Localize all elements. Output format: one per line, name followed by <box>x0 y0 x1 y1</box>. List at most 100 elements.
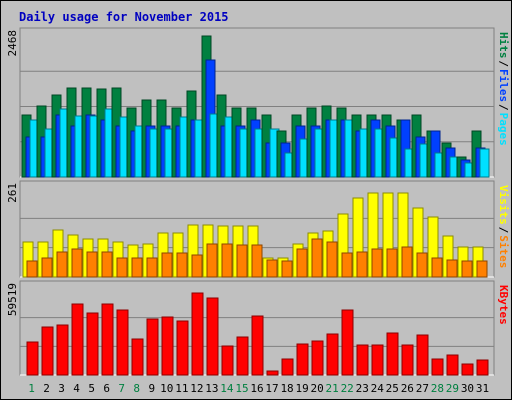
bar-sites-day-28 <box>431 257 443 278</box>
x-tick-label: 11 <box>175 382 188 395</box>
bar-kbytes-day-22 <box>341 309 354 376</box>
bar-sites-day-5 <box>86 251 98 278</box>
bar-sites-day-18 <box>281 260 293 278</box>
bar-sites-day-29 <box>446 259 458 278</box>
bar-sites-day-22 <box>341 252 353 278</box>
bar-sites-day-30 <box>461 260 473 278</box>
panel-kbytes-max-label: 59519 <box>6 283 19 316</box>
bar-kbytes-day-7 <box>116 309 129 376</box>
bar-kbytes-day-9 <box>146 318 159 376</box>
x-tick-label: 30 <box>461 382 474 395</box>
bar-sites-day-6 <box>101 251 113 278</box>
x-tick-label: 6 <box>103 382 110 395</box>
bar-kbytes-day-23 <box>356 344 369 376</box>
bar-sites-day-2 <box>41 257 53 278</box>
x-tick-label: 10 <box>160 382 173 395</box>
legend-pages: Pages <box>497 113 510 146</box>
bar-kbytes-day-21 <box>326 333 339 376</box>
bar-kbytes-day-8 <box>131 338 144 376</box>
legend-separator: / <box>497 60 510 67</box>
x-tick-label: 19 <box>295 382 308 395</box>
bar-sites-day-19 <box>296 248 308 278</box>
bar-sites-day-20 <box>311 238 323 278</box>
bar-kbytes-day-17 <box>266 370 279 376</box>
bar-sites-day-14 <box>221 243 233 278</box>
bar-kbytes-day-20 <box>311 340 324 376</box>
bar-sites-day-24 <box>371 248 383 278</box>
bar-sites-day-1 <box>26 260 38 278</box>
x-tick-label: 21 <box>326 382 339 395</box>
x-tick-label: 24 <box>371 382 385 395</box>
bar-kbytes-day-12 <box>191 292 204 376</box>
x-tick-label: 29 <box>446 382 459 395</box>
bar-kbytes-day-14 <box>221 345 234 376</box>
legend-kbytes: KBytes <box>497 285 510 325</box>
x-tick-label: 15 <box>235 382 248 395</box>
x-tick-label: 18 <box>280 382 293 395</box>
bar-sites-day-10 <box>161 252 173 278</box>
x-tick-label: 9 <box>148 382 155 395</box>
x-tick-label: 22 <box>341 382 354 395</box>
x-tick-label: 5 <box>88 382 95 395</box>
bar-kbytes-day-5 <box>86 312 99 376</box>
bar-sites-day-12 <box>191 254 203 278</box>
bar-kbytes-day-25 <box>386 332 399 376</box>
x-tick-label: 26 <box>401 382 414 395</box>
bar-kbytes-day-16 <box>251 315 264 376</box>
chart-title: Daily usage for November 2015 <box>19 10 229 24</box>
x-tick-label: 20 <box>311 382 324 395</box>
bar-kbytes-day-11 <box>176 320 189 376</box>
x-tick-label: 4 <box>73 382 80 395</box>
x-tick-label: 16 <box>250 382 263 395</box>
bar-sites-day-31 <box>476 260 488 278</box>
bar-kbytes-day-15 <box>236 336 249 376</box>
bar-sites-day-15 <box>236 244 248 278</box>
bar-sites-day-26 <box>401 246 413 278</box>
x-tick-label: 31 <box>476 382 489 395</box>
x-tick-label: 2 <box>43 382 50 395</box>
bar-kbytes-day-31 <box>476 359 489 376</box>
bar-sites-day-25 <box>386 248 398 278</box>
x-tick-label: 8 <box>133 382 140 395</box>
panel-visits-max-label: 261 <box>6 183 19 203</box>
legend-separator: / <box>497 104 510 111</box>
bar-sites-day-9 <box>146 257 158 278</box>
panel-hits-max-label: 2468 <box>6 30 19 57</box>
x-tick-label: 28 <box>431 382 444 395</box>
bar-kbytes-day-3 <box>56 324 69 376</box>
bar-pages-day-31 <box>479 148 490 178</box>
bar-kbytes-day-28 <box>431 358 444 376</box>
bar-sites-day-13 <box>206 243 218 278</box>
bar-sites-day-21 <box>326 241 338 278</box>
bar-kbytes-day-24 <box>371 344 384 376</box>
x-tick-label: 14 <box>220 382 234 395</box>
bar-kbytes-day-10 <box>161 316 174 376</box>
bar-sites-day-11 <box>176 252 188 278</box>
legend-separator: / <box>497 227 510 234</box>
bar-sites-day-7 <box>116 257 128 278</box>
bar-kbytes-day-27 <box>416 334 429 376</box>
x-tick-label: 7 <box>118 382 125 395</box>
bar-kbytes-day-2 <box>41 326 54 376</box>
bar-kbytes-day-1 <box>26 341 39 376</box>
x-tick-label: 25 <box>386 382 399 395</box>
x-tick-label: 17 <box>265 382 278 395</box>
x-tick-label: 1 <box>28 382 35 395</box>
x-tick-label: 3 <box>58 382 65 395</box>
bar-kbytes-day-30 <box>461 363 474 376</box>
x-tick-label: 23 <box>356 382 369 395</box>
x-tick-label: 13 <box>205 382 218 395</box>
legend-visits: Visits <box>497 185 510 225</box>
bar-kbytes-day-29 <box>446 354 459 376</box>
bar-kbytes-day-19 <box>296 343 309 376</box>
bar-sites-day-23 <box>356 251 368 278</box>
bar-sites-day-4 <box>71 248 83 278</box>
bar-kbytes-day-4 <box>71 303 84 376</box>
bar-sites-day-16 <box>251 244 263 278</box>
legend-sites: Sites <box>497 235 510 268</box>
bar-kbytes-day-13 <box>206 297 219 376</box>
x-tick-label: 27 <box>416 382 429 395</box>
legend-files: Files <box>497 69 510 102</box>
bar-kbytes-day-26 <box>401 344 414 376</box>
